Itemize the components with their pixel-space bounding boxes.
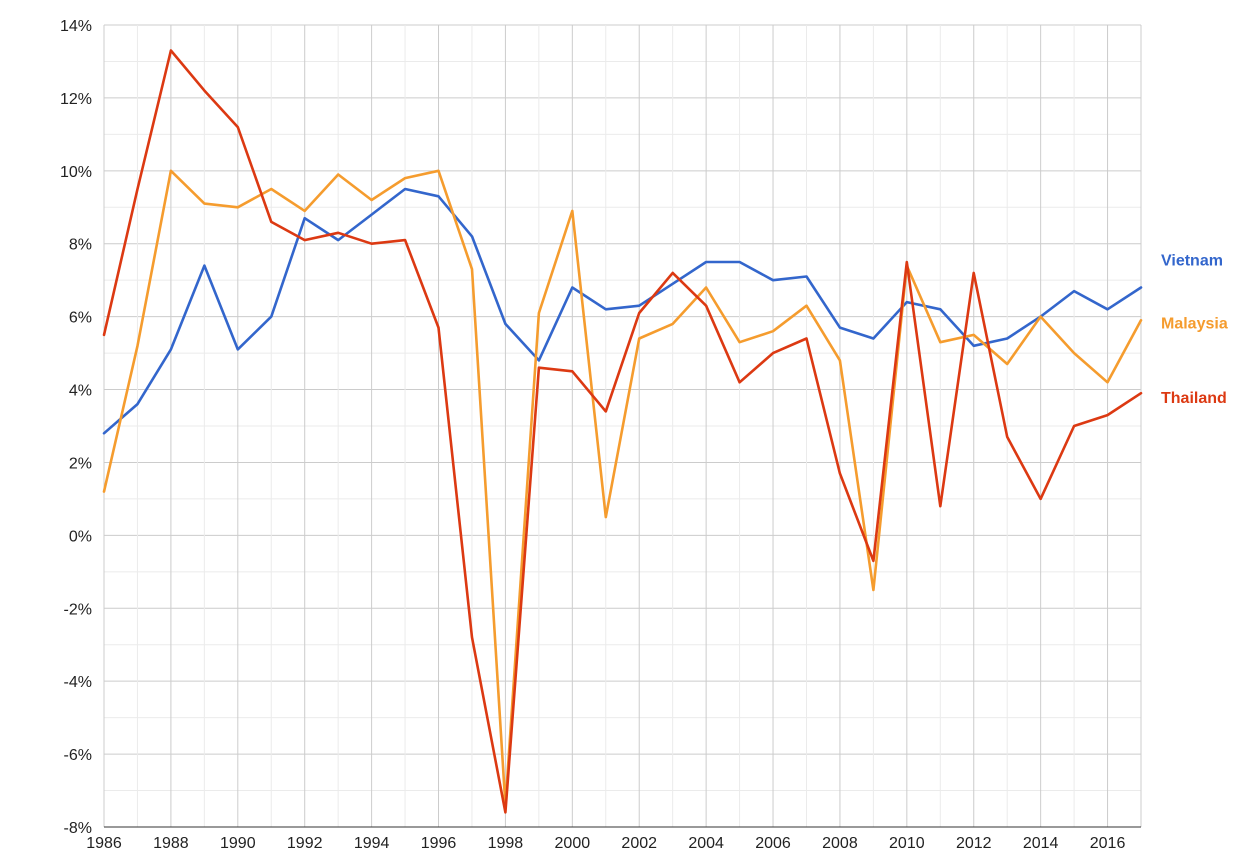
x-tick-label: 2010 xyxy=(889,835,925,852)
y-tick-label: 12% xyxy=(60,91,92,108)
series-label-thailand: Thailand xyxy=(1161,390,1227,407)
y-tick-label: 8% xyxy=(69,237,92,254)
x-tick-label: 2014 xyxy=(1023,835,1059,852)
x-tick-label: 2004 xyxy=(688,835,724,852)
y-tick-label: 0% xyxy=(69,528,92,545)
x-tick-label: 2000 xyxy=(555,835,591,852)
y-tick-label: 2% xyxy=(69,455,92,472)
y-tick-label: -4% xyxy=(64,674,92,691)
x-tick-label: 1992 xyxy=(287,835,323,852)
x-tick-label: 2006 xyxy=(755,835,791,852)
series-label-malaysia: Malaysia xyxy=(1161,315,1228,332)
axes: 14% 12% 10% 8% 6% 4% 2% 0% -2% -4% -6% -8%1986 1988 1… xyxy=(60,18,1141,852)
x-tick-label: 2016 xyxy=(1090,835,1126,852)
x-tick-label: 1994 xyxy=(354,835,390,852)
y-tick-label: 14% xyxy=(60,18,92,35)
x-tick-label: 1998 xyxy=(488,835,524,852)
x-tick-label: 2008 xyxy=(822,835,858,852)
x-tick-label: 1990 xyxy=(220,835,256,852)
y-tick-label: -6% xyxy=(64,747,92,764)
grid xyxy=(103,24,1142,828)
series-label-vietnam: Vietnam xyxy=(1161,252,1223,269)
y-tick-label: 4% xyxy=(69,383,92,400)
series-line-vietnam xyxy=(102,187,1143,435)
x-tick-label: 2012 xyxy=(956,835,992,852)
series-line-thailand xyxy=(102,49,1143,814)
y-tick-label: 10% xyxy=(60,164,92,181)
y-tick-label: -2% xyxy=(64,601,92,618)
x-tick-label: 2002 xyxy=(621,835,657,852)
x-tick-label: 1996 xyxy=(421,835,457,852)
y-tick-label: -8% xyxy=(64,820,92,837)
series-lines xyxy=(102,49,1143,814)
series-labels: Vietnam Malaysia Thailand xyxy=(1161,252,1228,407)
series-line-malaysia xyxy=(102,169,1143,807)
x-tick-label: 1988 xyxy=(153,835,189,852)
x-tick-label: 1986 xyxy=(86,835,122,852)
y-tick-label: 6% xyxy=(69,310,92,327)
